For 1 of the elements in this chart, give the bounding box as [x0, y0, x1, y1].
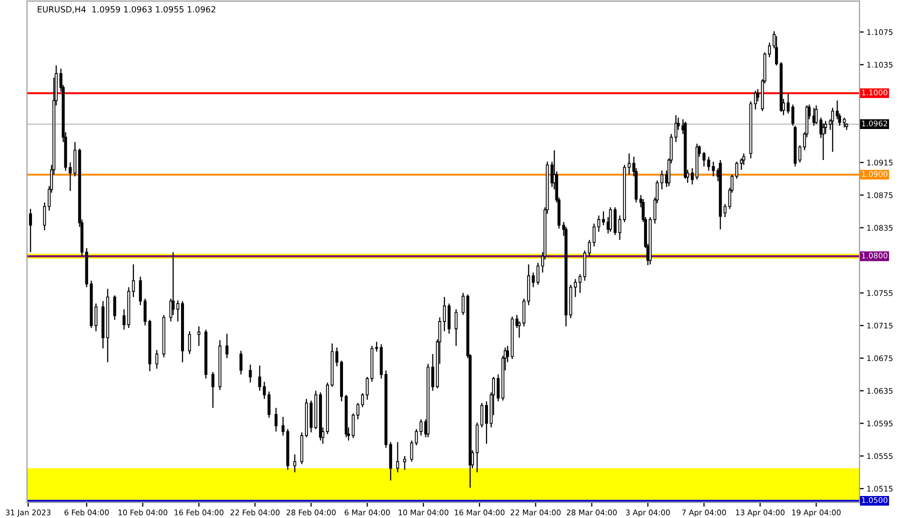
text: EURUSD,H4 1.0959 1.0963 1.0955 1.0962	[38, 6, 216, 14]
